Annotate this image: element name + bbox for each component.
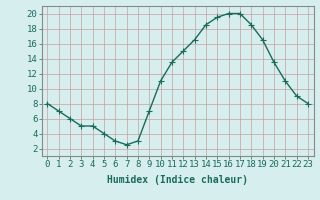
X-axis label: Humidex (Indice chaleur): Humidex (Indice chaleur) [107,175,248,185]
